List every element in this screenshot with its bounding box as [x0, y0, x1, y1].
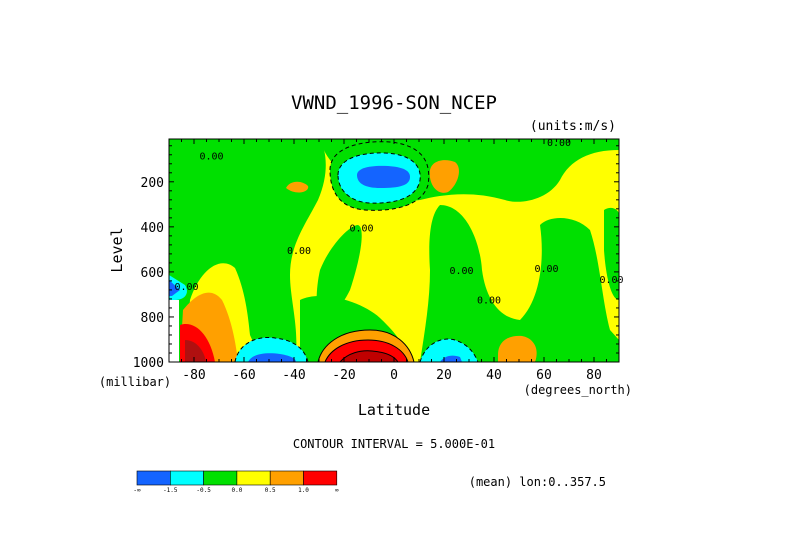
colorbar-label: -∞: [133, 487, 141, 494]
x-tick-label: -20: [332, 368, 355, 383]
colorbar-label: -0.5: [196, 487, 211, 494]
x-axis-ticks: -80 -60 -40 -20 0 20 40 60 80: [168, 139, 620, 383]
colorbar-swatch: [170, 470, 204, 486]
x-tick-label: 0: [390, 368, 398, 383]
contour-label: 0.00: [287, 246, 311, 257]
contour-label: 0.00: [349, 223, 373, 234]
chart-title: VWND_1996-SON_NCEP: [291, 92, 497, 114]
mean-lon-footer: (mean) lon:0..357.5: [469, 475, 606, 489]
region-negative-nh-subtropics: [420, 205, 619, 362]
x-tick-label: -80: [182, 368, 205, 383]
y-axis-units: (millibar): [99, 375, 171, 389]
contour-label: 0.00: [547, 138, 571, 149]
y-tick-label: 200: [141, 176, 164, 191]
contour-label: 0.00: [174, 282, 198, 293]
region-min-sh-subtropics-cyan: [235, 337, 308, 362]
contour-label: 0.00: [199, 151, 223, 162]
colorbar-label: ∞: [335, 487, 339, 494]
colorbar-swatch: [203, 470, 238, 486]
region-negative-nh-pole: [604, 207, 619, 300]
colorbar-swatch: [236, 470, 271, 486]
x-tick-label: 80: [586, 368, 602, 383]
y-tick-label: 600: [141, 266, 164, 281]
plot-area: [169, 139, 619, 362]
x-axis-units: (degrees_north): [524, 383, 632, 397]
colorbar-swatch: [303, 470, 338, 486]
x-tick-label: 60: [536, 368, 552, 383]
x-tick-label: -60: [232, 368, 255, 383]
contour-label: 0.00: [477, 295, 501, 306]
region-min-nh-tropics-cyan: [420, 339, 478, 362]
region-upper-sh-orange-blob: [286, 181, 309, 193]
colorbar-label: 0.0: [231, 487, 242, 494]
x-axis-label: Latitude: [358, 401, 430, 419]
colorbar-label: 1.0: [298, 487, 309, 494]
contour-interval-text: CONTOUR INTERVAL = 5.000E-01: [293, 437, 495, 451]
colorbar-label: -1.5: [163, 487, 178, 494]
colorbar-swatch: [269, 470, 304, 486]
y-tick-label: 1000: [133, 356, 164, 371]
colorbar-label: 0.5: [265, 487, 276, 494]
x-tick-label: 20: [436, 368, 452, 383]
colorbar-swatch: [136, 470, 171, 486]
contour-label: 0.00: [599, 275, 623, 286]
region-masked-white: [169, 300, 179, 362]
x-tick-label: -40: [282, 368, 305, 383]
y-axis-label: Level: [108, 227, 126, 272]
y-tick-label: 800: [141, 311, 164, 326]
contour-labels: 0.00 0.00 0.00 0.00 0.00 0.00 0.00 0.00 0.00: [174, 138, 623, 307]
region-min-sh-subtropics-blue: [248, 353, 296, 362]
region-min-sh-pole-blue: [169, 280, 180, 296]
units-label: (units:m/s): [530, 119, 616, 134]
region-max-sh-pole-dark: [185, 340, 206, 362]
contour-lines: [234, 141, 479, 362]
contour-label: 0.00: [449, 266, 473, 277]
region-upper-nh-orange-blob: [429, 160, 459, 193]
x-tick-label: 40: [486, 368, 502, 383]
contour-label: 0.00: [534, 264, 558, 275]
colorbar: -∞ -1.5 -0.5 0.0 0.5 1.0 ∞: [133, 470, 339, 494]
region-upper-tropics-blue: [357, 165, 410, 188]
y-axis-ticks: 200 400 600 800 1000: [133, 145, 619, 371]
region-nh-surface-orange: [498, 335, 537, 362]
y-tick-label: 400: [141, 221, 164, 236]
region-equator-dark: [340, 350, 398, 362]
